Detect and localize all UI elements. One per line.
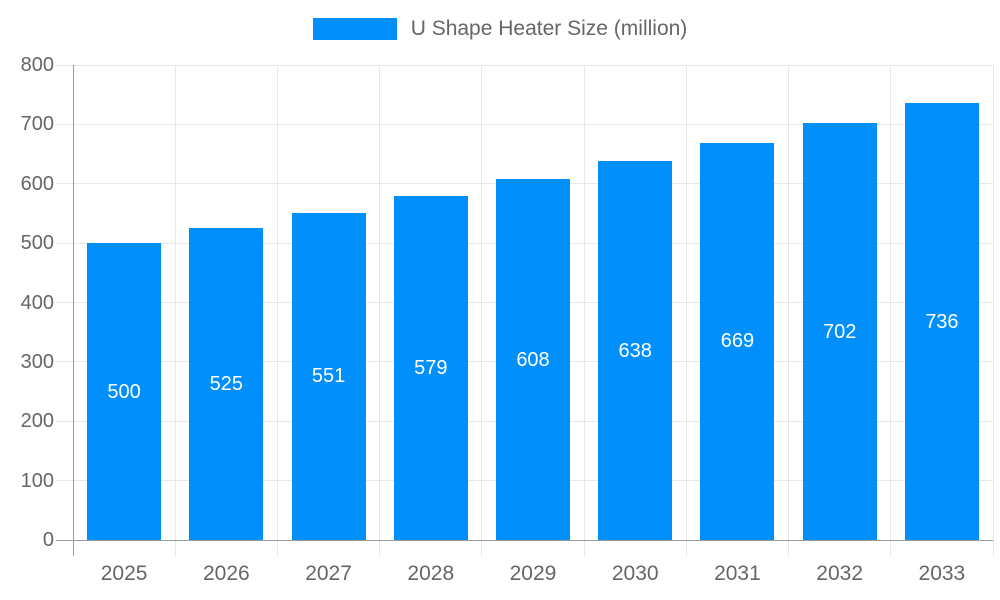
x-axis-label: 2027 <box>305 562 352 585</box>
bar-2033[interactable] <box>904 103 979 540</box>
x-axis-tick <box>379 540 381 556</box>
x-axis-label: 2031 <box>714 562 761 585</box>
x-axis-label: 2030 <box>611 562 659 585</box>
x-axis-tick <box>276 540 278 556</box>
y-axis-line <box>72 65 74 556</box>
gridline-vertical <box>583 65 585 540</box>
gridline-vertical <box>276 65 278 540</box>
x-axis-tick <box>174 540 176 556</box>
legend-label: U Shape Heater Size (million) <box>410 17 688 40</box>
bar-2028[interactable] <box>393 196 468 540</box>
legend-item[interactable]: U Shape Heater Size (million) <box>0 17 1000 41</box>
x-axis-tick <box>890 540 892 556</box>
x-axis-label: 2025 <box>100 562 148 585</box>
y-axis-label: 200 <box>20 410 54 433</box>
bar-value-label: 525 <box>209 373 244 396</box>
bar-2031[interactable] <box>700 142 775 540</box>
bar-2029[interactable] <box>496 179 570 540</box>
bar-2026[interactable] <box>189 228 264 540</box>
gridline-vertical <box>890 65 892 540</box>
bar-value-label: 638 <box>618 339 652 362</box>
y-axis-label: 100 <box>20 469 54 492</box>
gridline-vertical <box>788 65 790 540</box>
x-axis-tick <box>992 540 994 556</box>
y-axis-label: 800 <box>20 54 54 76</box>
y-axis-label: 600 <box>20 172 54 195</box>
bar-2030[interactable] <box>598 161 673 540</box>
y-axis-label: 400 <box>20 291 54 314</box>
gridline-vertical <box>685 65 687 540</box>
y-axis-label: 700 <box>20 113 54 136</box>
x-axis-label: 2026 <box>202 562 250 585</box>
gridline-horizontal <box>56 123 993 125</box>
gridline-vertical <box>481 65 483 540</box>
bar-value-label: 702 <box>822 320 857 343</box>
x-axis-tick <box>481 540 483 556</box>
legend-swatch-icon <box>312 18 397 40</box>
bar-2027[interactable] <box>291 212 366 540</box>
gridline-vertical <box>992 65 994 540</box>
bar-value-label: 669 <box>720 330 755 353</box>
gridline-horizontal <box>56 64 993 66</box>
gridline-vertical <box>379 65 381 540</box>
bar-value-label: 608 <box>516 348 550 371</box>
x-axis-label: 2032 <box>816 562 864 585</box>
x-axis-label: 2029 <box>509 562 557 585</box>
bar-value-label: 579 <box>414 357 448 380</box>
y-axis-label: 300 <box>20 350 54 373</box>
bar-2025[interactable] <box>87 243 162 540</box>
x-axis-line <box>56 539 993 541</box>
gridline-vertical <box>174 65 176 540</box>
bar-2032[interactable] <box>802 123 877 540</box>
x-axis-tick <box>685 540 687 556</box>
y-axis-label: 500 <box>20 232 54 255</box>
bar-value-label: 736 <box>925 310 959 333</box>
x-axis-label: 2028 <box>407 562 455 585</box>
bar-value-label: 551 <box>311 365 346 388</box>
x-axis-label: 2033 <box>918 562 966 585</box>
x-axis-tick <box>583 540 585 556</box>
bar-value-label: 500 <box>107 380 141 403</box>
y-axis-label: 0 <box>42 529 54 551</box>
x-axis-tick <box>788 540 790 556</box>
